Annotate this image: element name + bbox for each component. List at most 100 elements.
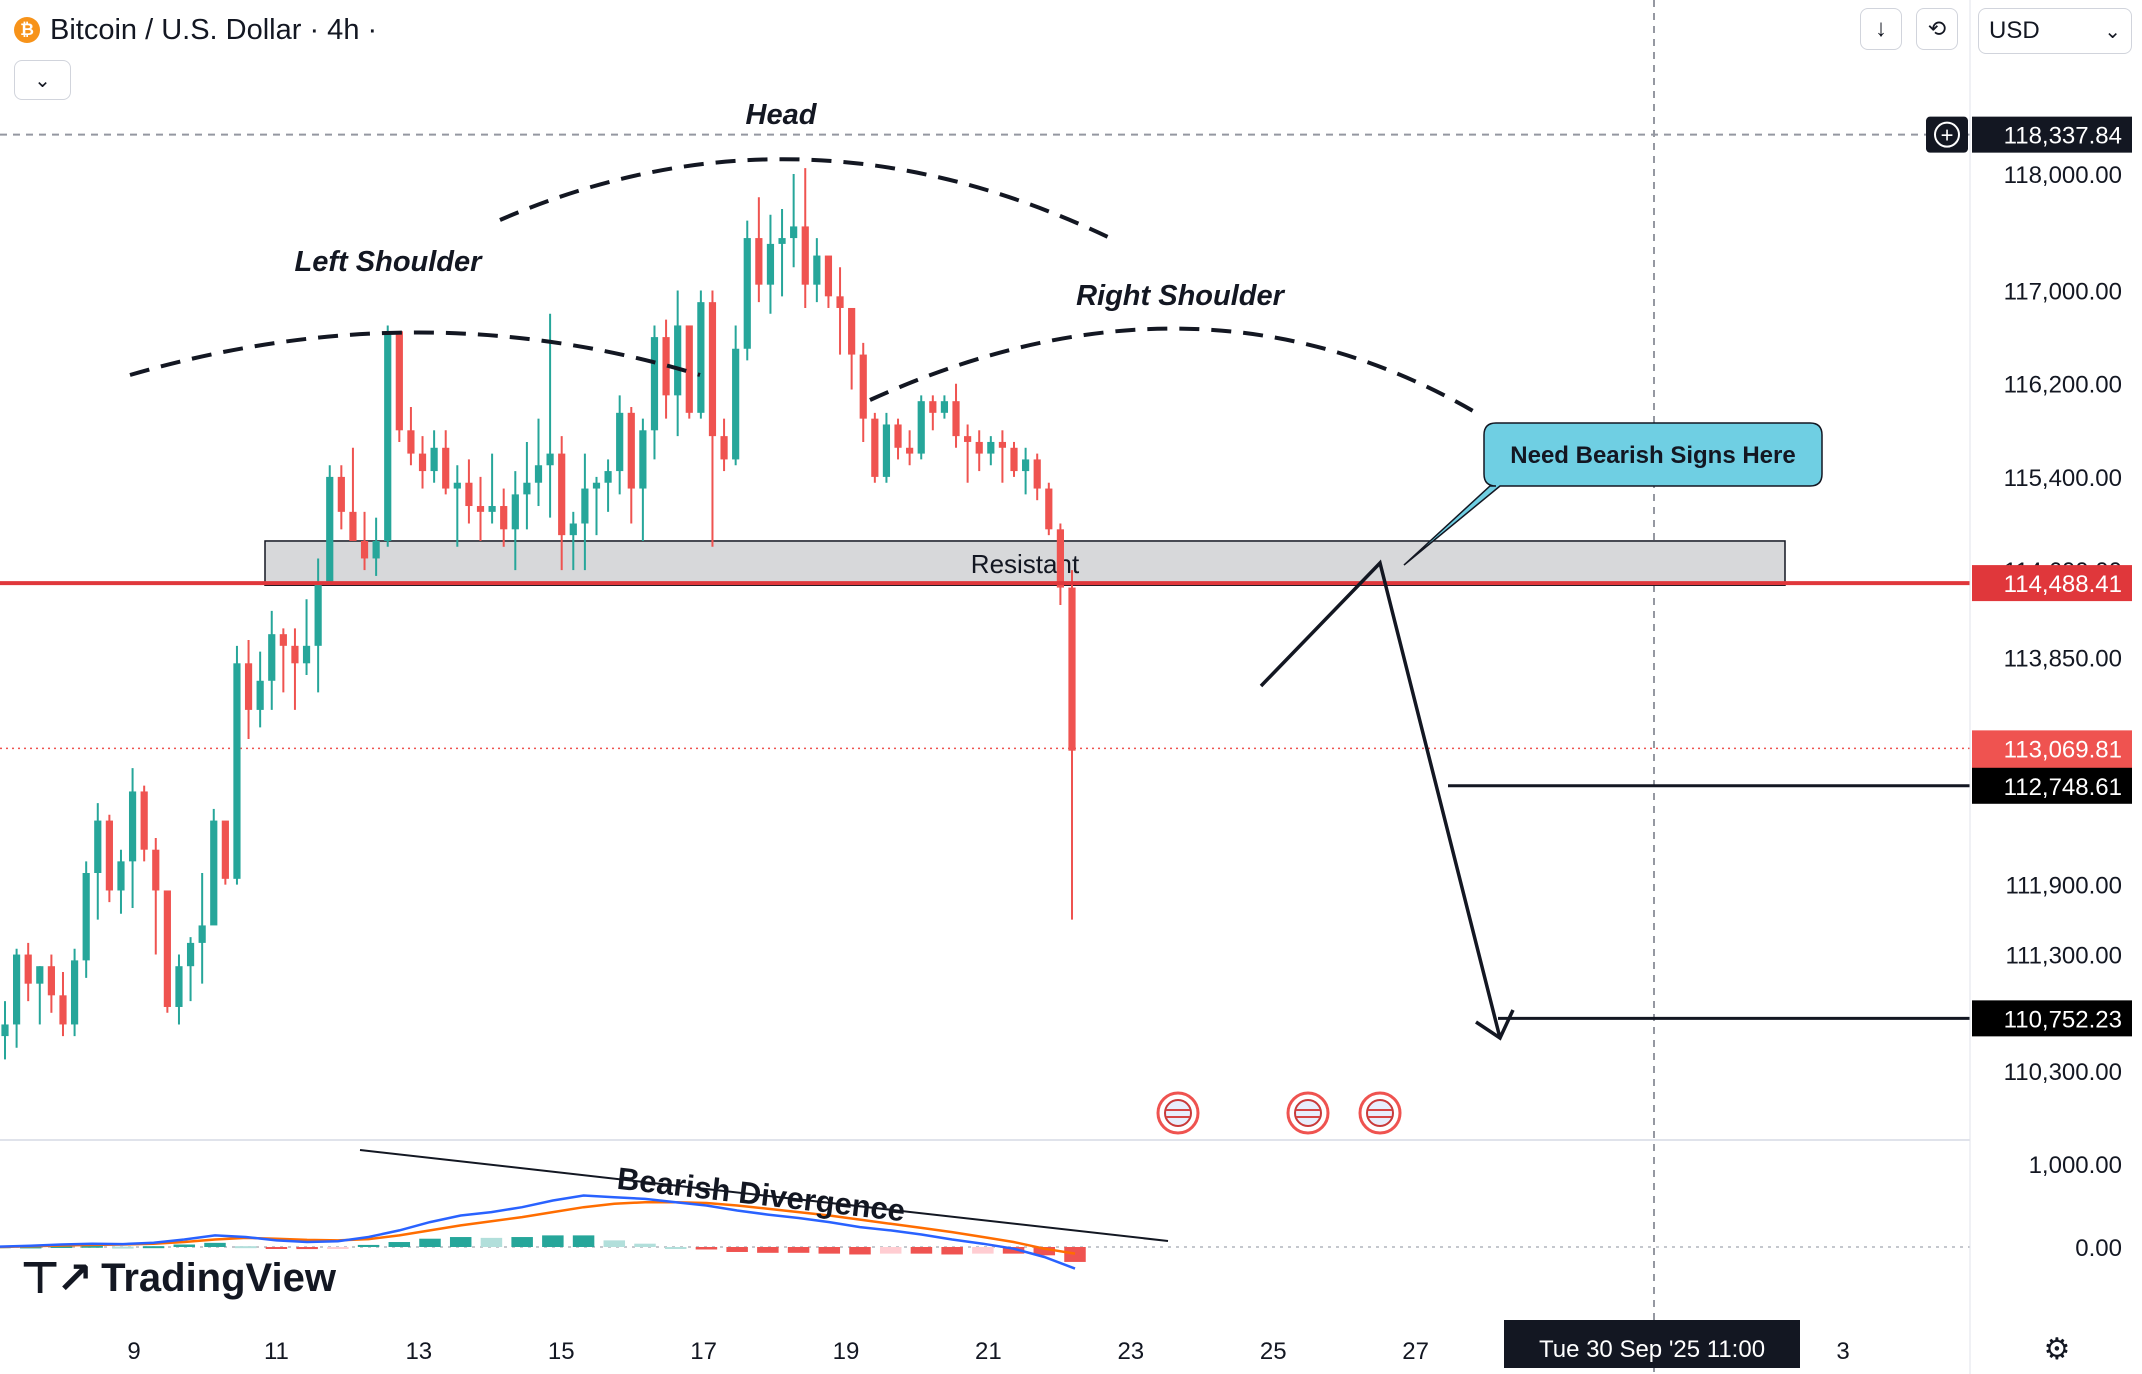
candle[interactable] xyxy=(616,395,624,495)
candle[interactable] xyxy=(24,942,32,1002)
candle[interactable] xyxy=(70,948,79,1037)
candle[interactable] xyxy=(952,383,960,448)
symbol-header[interactable]: ₿ Bitcoin / U.S. Dollar · 4h · xyxy=(14,12,377,48)
candle[interactable] xyxy=(511,471,519,571)
candle[interactable] xyxy=(47,954,55,1013)
candle[interactable] xyxy=(279,628,287,693)
candle[interactable] xyxy=(488,453,496,524)
candle[interactable] xyxy=(650,325,659,460)
candle[interactable] xyxy=(766,214,775,314)
candle[interactable] xyxy=(558,436,566,571)
candle[interactable] xyxy=(105,814,113,903)
candle[interactable] xyxy=(674,290,682,437)
candle[interactable] xyxy=(128,768,137,908)
candle[interactable] xyxy=(824,255,833,308)
candle[interactable] xyxy=(1010,441,1018,477)
candle[interactable] xyxy=(1022,447,1030,495)
candle[interactable] xyxy=(384,325,392,547)
candle[interactable] xyxy=(372,517,380,576)
candle[interactable] xyxy=(1033,453,1041,501)
candle[interactable] xyxy=(546,313,554,518)
candle[interactable] xyxy=(685,325,693,419)
settings-gear-icon[interactable]: ⚙ xyxy=(2043,1332,2071,1366)
candle[interactable] xyxy=(210,808,218,926)
candle[interactable] xyxy=(697,290,705,419)
candle[interactable] xyxy=(940,395,949,419)
candle[interactable] xyxy=(523,441,531,530)
candle[interactable] xyxy=(732,325,740,466)
candle[interactable] xyxy=(708,290,717,547)
sync-button[interactable]: ⟲ xyxy=(1916,8,1958,50)
candle[interactable] xyxy=(778,208,786,297)
candle[interactable] xyxy=(13,948,21,1048)
candle[interactable] xyxy=(152,838,160,955)
candle[interactable] xyxy=(987,436,995,466)
candle[interactable] xyxy=(465,459,473,524)
candle[interactable] xyxy=(998,430,1007,483)
left-shoulder-arc[interactable] xyxy=(129,330,701,377)
candle[interactable] xyxy=(337,465,345,530)
download-button[interactable]: ↓ xyxy=(1860,8,1902,50)
candle[interactable] xyxy=(163,890,171,1013)
candle[interactable] xyxy=(581,453,589,571)
candle[interactable] xyxy=(395,331,403,442)
candle[interactable] xyxy=(1068,570,1076,920)
candle[interactable] xyxy=(407,407,415,466)
candle[interactable] xyxy=(360,511,369,571)
candle[interactable] xyxy=(326,465,334,582)
candle[interactable] xyxy=(244,640,253,740)
signal-line[interactable] xyxy=(0,1200,1076,1255)
candle[interactable] xyxy=(349,447,357,541)
candle[interactable] xyxy=(1056,523,1064,606)
candle[interactable] xyxy=(256,651,264,728)
candle[interactable] xyxy=(36,966,44,1025)
candle[interactable] xyxy=(801,168,809,308)
candle[interactable] xyxy=(859,342,867,442)
candle[interactable] xyxy=(314,558,322,693)
candle[interactable] xyxy=(929,395,937,431)
projection-path[interactable] xyxy=(1259,559,1502,1039)
currency-select[interactable]: USD ⌄ xyxy=(1978,8,2132,54)
candle[interactable] xyxy=(418,436,427,489)
collapse-legend-button[interactable]: ⌄ xyxy=(14,60,71,100)
candle[interactable] xyxy=(592,476,601,536)
candle[interactable] xyxy=(500,488,508,547)
candle[interactable] xyxy=(813,238,821,303)
candle[interactable] xyxy=(836,267,844,355)
add-alert-button[interactable] xyxy=(1926,116,1968,153)
candle[interactable] xyxy=(476,476,485,541)
candle[interactable] xyxy=(755,197,763,303)
us-event-flag-icon[interactable] xyxy=(1358,1091,1402,1135)
candle[interactable] xyxy=(848,307,856,390)
us-event-flag-icon[interactable] xyxy=(1286,1091,1330,1135)
candle[interactable] xyxy=(94,803,102,920)
candle[interactable] xyxy=(117,849,125,914)
candle[interactable] xyxy=(186,937,195,1002)
candle[interactable] xyxy=(882,412,891,483)
callout-bubble[interactable] xyxy=(1403,422,1823,566)
candle[interactable] xyxy=(604,459,612,512)
candle[interactable] xyxy=(639,418,647,541)
candle[interactable] xyxy=(569,511,577,571)
candle[interactable] xyxy=(917,395,925,460)
candle[interactable] xyxy=(302,599,311,675)
candle[interactable] xyxy=(871,412,879,483)
candle[interactable] xyxy=(442,430,450,495)
candle[interactable] xyxy=(1,1001,9,1060)
candle[interactable] xyxy=(1045,482,1053,536)
candle[interactable] xyxy=(743,220,751,361)
candle[interactable] xyxy=(59,972,67,1037)
tradingview-logo[interactable]: ⊤↗ TradingView xyxy=(20,1250,336,1306)
macd-line[interactable] xyxy=(0,1194,1076,1270)
candle[interactable] xyxy=(221,820,229,885)
candle[interactable] xyxy=(430,430,438,483)
candle[interactable] xyxy=(790,174,798,268)
resistance-zone[interactable] xyxy=(264,540,1786,586)
candle[interactable] xyxy=(198,873,206,984)
right-shoulder-arc[interactable] xyxy=(869,326,1482,417)
candle[interactable] xyxy=(720,418,728,472)
candle[interactable] xyxy=(233,645,241,885)
candle[interactable] xyxy=(453,465,461,547)
candle[interactable] xyxy=(82,861,90,978)
